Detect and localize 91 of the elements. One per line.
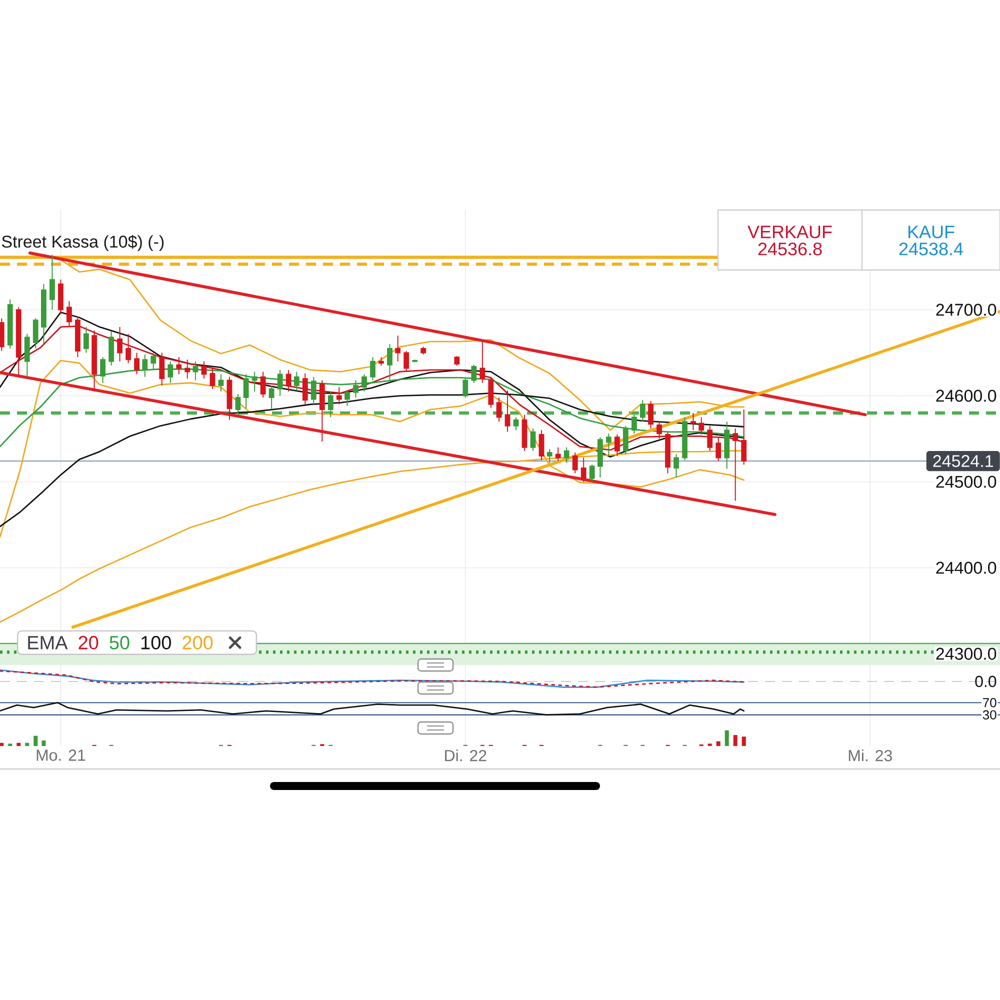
candlestick <box>50 254 55 310</box>
bar <box>25 742 30 746</box>
annotation: 24536.8 <box>758 242 822 256</box>
candlestick <box>184 359 190 380</box>
candlestick <box>420 346 426 355</box>
candlestick <box>378 356 384 366</box>
candlestick <box>496 397 502 422</box>
candlestick <box>218 374 224 392</box>
candlestick <box>201 360 207 380</box>
y-tick-label: 24400.0 <box>936 562 996 574</box>
candlestick <box>480 341 486 384</box>
line-series <box>0 702 745 716</box>
candlestick <box>310 376 316 405</box>
candlestick <box>555 446 561 462</box>
candlestick <box>606 433 612 456</box>
bar <box>742 736 746 746</box>
candlestick <box>126 333 131 364</box>
annotation: KAUF <box>908 226 954 238</box>
y-tick-label: 30 <box>982 710 996 720</box>
candlestick <box>328 390 334 418</box>
candlestick <box>243 374 249 410</box>
candlestick <box>488 376 494 408</box>
candlestick <box>260 371 266 398</box>
bar <box>716 741 720 746</box>
bar <box>733 735 738 746</box>
candlestick <box>108 330 114 366</box>
candlestick <box>344 390 350 407</box>
candlestick <box>648 400 654 429</box>
y-tick-label: 24300.0 <box>936 648 996 660</box>
candlestick <box>210 368 216 390</box>
y-tick-label: 24500.0 <box>936 476 996 488</box>
candlestick <box>0 318 4 352</box>
text: 200 <box>182 636 213 650</box>
candlestick <box>32 318 38 349</box>
candlestick <box>84 326 89 354</box>
candlestick <box>564 446 570 464</box>
candlestick <box>656 421 662 440</box>
annotation: VERKAUF <box>748 226 832 238</box>
text: 20 <box>78 636 98 650</box>
candlestick <box>268 384 274 410</box>
legend-title: EMA <box>28 636 68 650</box>
bar <box>42 740 46 746</box>
bar <box>724 730 729 746</box>
candlestick <box>454 356 460 366</box>
candlestick <box>353 380 358 398</box>
bar <box>16 742 21 746</box>
candlestick <box>24 333 30 378</box>
candlestick <box>319 380 325 442</box>
candlestick <box>159 352 165 386</box>
y-tick-label: 24700.0 <box>936 304 996 316</box>
candlestick <box>58 279 64 315</box>
candlestick <box>7 298 13 349</box>
candlestick <box>572 452 578 474</box>
candlestick <box>589 464 595 482</box>
text: Street Kassa (10$) (-) <box>2 234 164 252</box>
candlestick <box>235 394 241 416</box>
candlestick <box>302 372 308 405</box>
text: 50 <box>110 636 130 650</box>
candlestick <box>252 371 258 392</box>
candlestick <box>41 283 46 345</box>
candlestick <box>462 378 468 398</box>
candlestick <box>640 400 646 422</box>
candlestick <box>546 448 552 464</box>
candlestick <box>690 412 696 431</box>
x-tick-label: Mi. 23 <box>848 750 892 762</box>
candlestick <box>674 454 679 478</box>
candlestick <box>504 390 510 432</box>
candlestick <box>631 414 637 434</box>
candlestick <box>412 359 418 363</box>
bar <box>0 742 4 746</box>
candlestick <box>176 356 182 375</box>
y-tick-label: 24600.0 <box>936 390 996 402</box>
text: 100 <box>141 636 171 650</box>
candlestick <box>513 416 519 431</box>
candlestick <box>404 350 410 372</box>
candlestick <box>698 416 704 435</box>
candlestick <box>134 352 140 375</box>
x-tick-label: Di. 22 <box>445 750 486 762</box>
candlestick <box>294 371 300 392</box>
candlestick <box>597 436 603 478</box>
x-tick-label: Mo. 21 <box>36 750 86 761</box>
candlestick <box>395 335 401 362</box>
ref-line-label: 0.0 <box>975 676 996 688</box>
candlestick <box>336 386 342 405</box>
candlestick <box>362 374 367 392</box>
candlestick <box>286 369 292 392</box>
candlestick <box>580 457 586 482</box>
bar <box>34 736 38 746</box>
y-tick-label: 70 <box>983 698 996 708</box>
annotation: 24538.4 <box>899 242 964 256</box>
ref-line-label: 24524.1 <box>933 455 993 468</box>
